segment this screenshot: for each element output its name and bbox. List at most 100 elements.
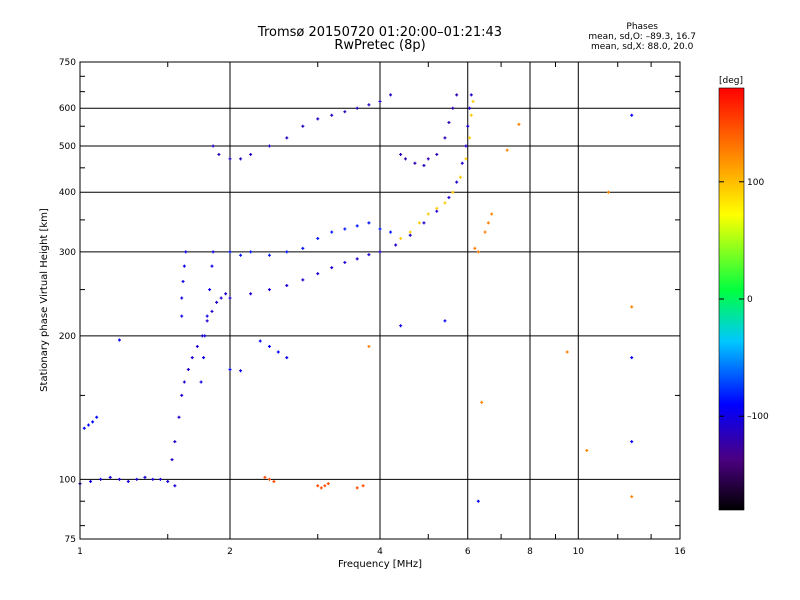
data-point	[422, 164, 426, 168]
data-point	[117, 338, 121, 342]
data-point	[408, 230, 412, 234]
data-point	[316, 117, 320, 121]
y-tick-label: 300	[59, 248, 76, 258]
data-point	[108, 475, 112, 479]
data-point	[355, 224, 359, 228]
data-point	[378, 99, 382, 103]
x-tick-label: 4	[377, 547, 383, 557]
data-point	[389, 230, 393, 234]
colorbar-tick-label: 0	[747, 295, 753, 305]
data-point	[228, 296, 232, 300]
data-point	[361, 484, 365, 488]
data-point	[330, 266, 334, 270]
data-point	[173, 440, 177, 444]
data-point	[469, 93, 473, 97]
y-tick-label: 600	[59, 104, 76, 114]
data-point	[343, 110, 347, 114]
data-point	[343, 260, 347, 264]
data-point	[394, 243, 398, 247]
data-point	[630, 440, 634, 444]
data-point	[630, 356, 634, 360]
data-point	[403, 157, 407, 161]
data-point	[239, 157, 243, 161]
data-point	[210, 309, 214, 313]
data-point	[473, 246, 477, 250]
data-point	[468, 106, 472, 110]
data-point	[285, 283, 289, 287]
trace-isolated-points	[117, 113, 634, 503]
trace-f2-scatter-band	[228, 221, 393, 257]
trace-isolated-mixed-phase	[367, 122, 634, 499]
data-point	[173, 484, 177, 488]
data-point	[316, 272, 320, 276]
data-point	[422, 221, 426, 225]
colorbar-tick-label: –100	[747, 412, 769, 422]
data-point	[378, 250, 382, 254]
data-point	[443, 201, 447, 205]
data-point	[464, 157, 468, 161]
data-point	[184, 250, 188, 254]
data-point	[182, 264, 186, 268]
data-point	[316, 236, 320, 240]
data-point	[355, 106, 359, 110]
data-point	[413, 161, 417, 165]
data-point	[447, 121, 451, 125]
data-point	[464, 144, 468, 148]
trace-e-layer-low-trace	[78, 475, 177, 488]
y-tick-label: 400	[59, 188, 76, 198]
data-point	[517, 122, 521, 126]
data-point	[476, 250, 480, 254]
data-point	[505, 148, 509, 152]
trace-sporadic-e	[263, 475, 365, 490]
data-point	[285, 136, 289, 140]
data-point	[86, 423, 90, 427]
chart-title-line1: Tromsø 20150720 01:20:00–01:21:43	[257, 25, 503, 40]
data-point	[435, 206, 439, 210]
data-point	[301, 278, 305, 282]
data-point	[399, 236, 403, 240]
x-tick-label: 2	[227, 547, 233, 557]
data-point	[199, 380, 203, 384]
data-point	[186, 367, 190, 371]
data-point	[210, 264, 214, 268]
data-point	[316, 484, 320, 488]
trace-f2-o-trace	[228, 93, 473, 300]
trace-x-trace	[399, 99, 475, 240]
data-point	[435, 152, 439, 156]
plot-frame	[79, 61, 681, 540]
data-point	[89, 479, 93, 483]
data-point	[285, 356, 289, 360]
data-point	[301, 124, 305, 128]
x-tick-label: 10	[573, 547, 585, 557]
data-point	[319, 486, 323, 490]
data-point	[239, 253, 243, 257]
data-point	[224, 292, 228, 296]
data-point	[180, 296, 184, 300]
data-point	[239, 369, 243, 373]
data-point	[483, 230, 487, 234]
data-point	[486, 221, 490, 225]
data-point	[263, 475, 267, 479]
data-point	[476, 499, 480, 503]
data-point	[378, 227, 382, 231]
data-point	[367, 344, 371, 348]
y-tick-label: 200	[59, 332, 76, 342]
data-point	[180, 314, 184, 318]
data-point	[466, 124, 470, 128]
data-point	[170, 458, 174, 462]
data-point	[143, 475, 147, 479]
x-tick-label: 6	[465, 547, 471, 557]
x-tick-label: 16	[674, 547, 686, 557]
data-point	[630, 113, 634, 117]
data-point	[343, 227, 347, 231]
data-point	[460, 161, 464, 165]
data-point	[367, 103, 371, 107]
data-point	[330, 113, 334, 117]
data-point	[451, 190, 455, 194]
data-point	[285, 250, 289, 254]
data-point	[490, 212, 494, 216]
colorbar-ticks: 100 0 –100	[719, 178, 769, 422]
data-point	[426, 212, 430, 216]
data-point	[166, 479, 170, 483]
data-point	[228, 157, 232, 161]
